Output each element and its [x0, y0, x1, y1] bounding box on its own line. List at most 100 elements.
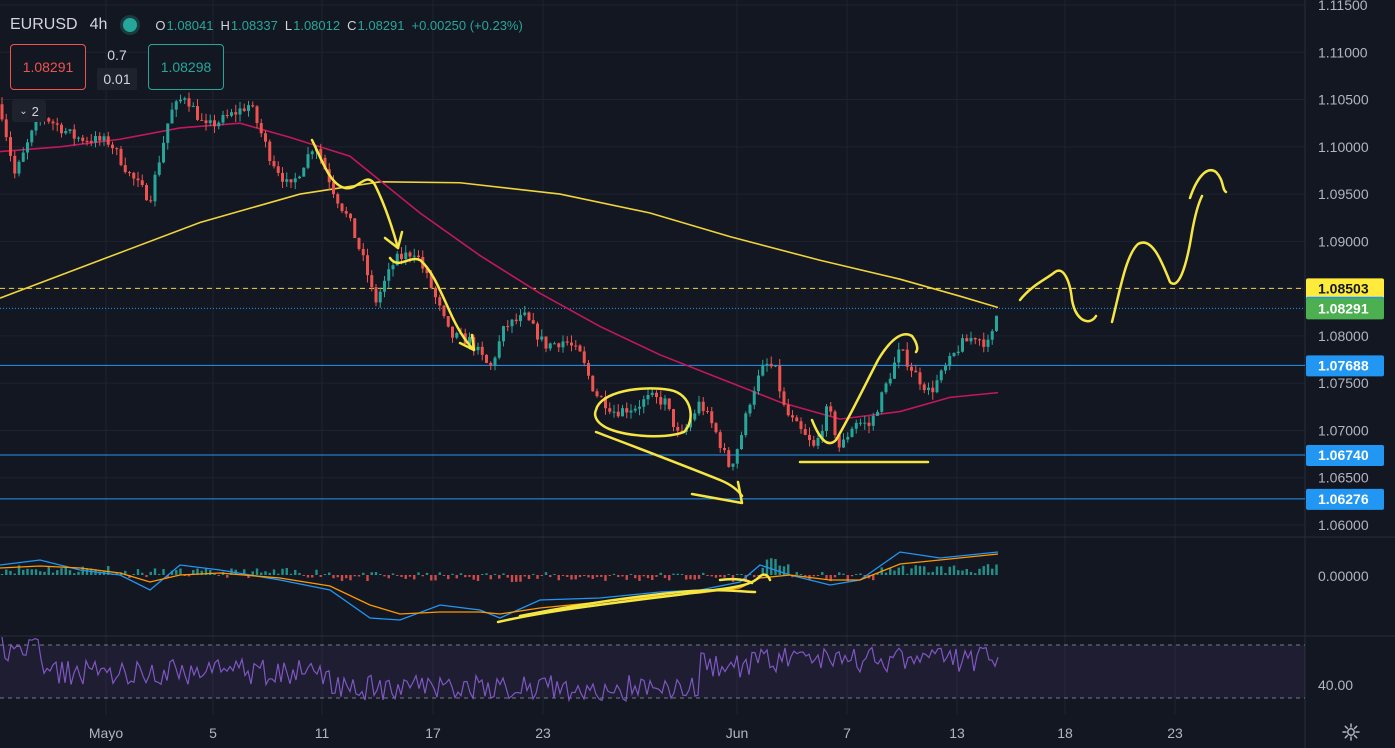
candle-down	[370, 275, 374, 288]
candle-down	[616, 411, 620, 417]
candle-up	[752, 391, 756, 405]
indicators-count: 2	[31, 103, 39, 119]
candle-down	[51, 121, 55, 124]
macd-histogram-bar	[621, 575, 624, 577]
macd-histogram-bar	[995, 564, 998, 575]
candle-down	[973, 337, 977, 340]
candle-down	[910, 366, 913, 371]
candle-down	[706, 411, 709, 413]
candle-down	[905, 349, 909, 367]
candle-down	[808, 434, 811, 441]
high-value: 1.08337	[230, 17, 278, 33]
macd-histogram-bar	[243, 569, 246, 575]
candle-down	[268, 141, 272, 162]
candle-up	[650, 392, 654, 395]
macd-histogram-bar	[332, 575, 335, 579]
buy-button[interactable]: 1.08298	[148, 44, 224, 90]
gear-icon[interactable]	[1341, 722, 1361, 742]
macd-histogram-bar	[285, 568, 288, 575]
time-tick: 5	[209, 725, 217, 741]
candle-down	[582, 351, 586, 363]
macd-histogram-bar	[387, 575, 390, 579]
macd-histogram-bar	[145, 575, 148, 578]
macd-histogram-bar	[272, 569, 276, 575]
candle-up	[17, 161, 21, 174]
price-tick: 1.06000	[1318, 517, 1369, 533]
macd-histogram-bar	[680, 574, 684, 575]
macd-histogram-bar	[107, 566, 110, 575]
timeframe[interactable]: 4h	[89, 16, 108, 33]
candle-down	[625, 408, 629, 413]
macd-histogram-bar	[39, 571, 42, 575]
macd-histogram-bar	[876, 572, 879, 575]
open-value: 1.08041	[166, 17, 214, 33]
price-badge-text: 1.08291	[1318, 300, 1369, 316]
lot-spread: 0.7 0.01	[86, 44, 148, 90]
candle-up	[170, 109, 174, 124]
macd-histogram-bar	[353, 575, 356, 577]
candle-up	[693, 413, 697, 420]
macd-histogram-bar	[408, 575, 412, 577]
candle-up	[238, 108, 242, 115]
candle-up	[642, 399, 646, 407]
price-badge-text: 1.06740	[1318, 447, 1369, 463]
candle-up	[26, 142, 29, 153]
macd-histogram-bar	[366, 575, 369, 582]
price-badge: 1.08291	[1306, 298, 1384, 320]
macd-histogram-bar	[315, 569, 318, 575]
macd-histogram-bar	[379, 574, 382, 575]
indicators-collapse-button[interactable]: ⌄ 2	[12, 100, 46, 122]
lot-size[interactable]: 0.7	[107, 47, 127, 63]
macd-histogram-bar	[540, 575, 543, 576]
candle-up	[162, 142, 165, 163]
macd-histogram-bar	[978, 568, 981, 575]
candle-down	[400, 253, 403, 259]
macd-histogram-bar	[982, 566, 985, 575]
candle-up	[519, 314, 522, 322]
macd-histogram-bar	[162, 568, 165, 575]
macd-histogram-bar	[115, 572, 118, 575]
macd-histogram-bar	[56, 570, 59, 575]
macd-histogram-bar	[799, 574, 803, 575]
macd-histogram-bar	[311, 575, 314, 578]
candle-down	[574, 345, 578, 347]
candle-down	[918, 372, 922, 385]
macd-histogram-bar	[612, 573, 616, 575]
macd-histogram-bar	[906, 573, 909, 575]
candle-up	[298, 176, 301, 179]
candle-down	[544, 336, 548, 349]
candle-down	[281, 172, 284, 182]
candle-up	[64, 131, 68, 134]
macd-histogram-bar	[5, 569, 8, 575]
candle-down	[591, 375, 595, 392]
candle-up	[888, 378, 892, 384]
macd-histogram-bar	[498, 575, 501, 579]
sell-button[interactable]: 1.08291	[10, 44, 86, 90]
candle-down	[799, 421, 803, 430]
macd-histogram-bar	[897, 567, 900, 575]
candle-up	[553, 343, 556, 345]
candle-down	[931, 387, 935, 393]
macd-histogram-bar	[846, 575, 849, 582]
candle-down	[111, 144, 114, 149]
symbol-name[interactable]: EURUSD	[10, 16, 78, 33]
price-badge-bg	[1306, 488, 1384, 510]
candle-down	[255, 106, 259, 124]
open-label: O	[155, 17, 166, 33]
macd-histogram-bar	[842, 573, 845, 575]
candle-down	[225, 115, 229, 117]
candle-up	[540, 336, 544, 340]
price-tick: 1.07000	[1318, 422, 1369, 438]
macd-histogram-bar	[519, 575, 522, 582]
macd-histogram-bar	[247, 575, 250, 578]
candle-up	[34, 118, 38, 131]
macd-histogram-bar	[30, 569, 33, 575]
candle-down	[442, 305, 446, 317]
candle-down	[782, 391, 786, 405]
candle-up	[221, 115, 225, 123]
candle-down	[132, 172, 136, 179]
candle-down	[667, 398, 671, 410]
macd-histogram-bar	[893, 570, 896, 575]
macd-histogram-bar	[770, 558, 773, 575]
